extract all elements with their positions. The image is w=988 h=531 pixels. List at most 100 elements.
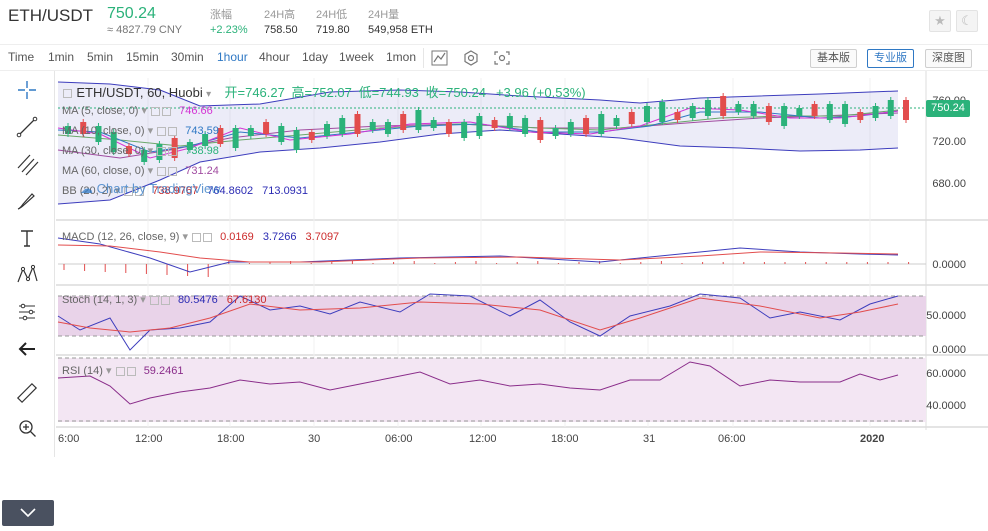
candle-body — [811, 104, 818, 116]
candle-body — [750, 104, 757, 116]
screenshot-icon[interactable] — [491, 48, 513, 68]
candle-body — [887, 100, 894, 116]
crosshair-icon[interactable] — [13, 76, 41, 104]
ma5-legend: MA (5, close, 0) ▾ 746.66 — [62, 105, 213, 117]
timeframe-1week[interactable]: 1week — [339, 50, 374, 64]
candle-body — [156, 144, 163, 160]
fib-channel-icon[interactable] — [13, 150, 41, 178]
candle-body — [125, 146, 132, 154]
stat-volume-value: 549,958 ETH — [368, 24, 433, 36]
macd-legend: MACD (12, 26, close, 9) ▾ 0.0169 3.7266 … — [62, 231, 340, 243]
ruler-icon[interactable] — [13, 379, 41, 407]
macd-value-3: 3.7097 — [305, 231, 340, 243]
time-axis-label: 18:00 — [217, 433, 245, 445]
candle-body — [278, 126, 285, 142]
candle-body — [826, 104, 833, 120]
ma10-value: 743.59 — [185, 125, 219, 137]
tradingview-watermark[interactable]: ☁ Chart by TradingView — [80, 181, 221, 196]
candle-body — [628, 112, 635, 124]
price-axis-label: 680.00 — [932, 178, 966, 190]
indicators-icon[interactable] — [429, 48, 451, 68]
candle-body — [796, 108, 803, 116]
pattern-icon[interactable] — [13, 261, 41, 289]
stoch-value-1: 80.5476 — [177, 294, 218, 306]
ma10-legend: MA (10, close, 0) ▾ 743.59 — [62, 125, 219, 137]
candle-body — [430, 120, 437, 128]
candle-body — [186, 142, 193, 150]
candle-body — [857, 112, 864, 120]
collapse-legend-icon[interactable] — [63, 89, 72, 99]
candle-body — [217, 128, 224, 144]
candle-body — [445, 122, 452, 134]
ma5-value: 746.66 — [179, 105, 213, 117]
timeframe-4hour[interactable]: 4hour — [259, 50, 290, 64]
zoom-in-icon[interactable] — [13, 414, 41, 442]
ohlc-open: 开=746.27 — [224, 85, 285, 100]
time-axis-label: 18:00 — [551, 433, 579, 445]
timeframe-1day[interactable]: 1day — [302, 50, 329, 64]
candle-body — [80, 122, 87, 134]
collapse-toolbar-button[interactable] — [2, 500, 54, 526]
settings-icon[interactable] — [460, 48, 482, 68]
text-tool-icon[interactable] — [13, 224, 41, 252]
ohlc-change: +3.96 (+0.53%) — [495, 85, 586, 100]
stat-change-value: +2.23% — [210, 24, 248, 36]
theme-toggle-button[interactable]: ☾ — [956, 10, 978, 32]
candle-body — [354, 114, 361, 134]
main-legend: ETH/USDT, 60, Huobi ▾ 开=746.27 高=752.07 … — [62, 82, 586, 101]
time-axis-label: 30 — [308, 433, 321, 445]
candle-body — [384, 122, 391, 134]
timeframe-1min[interactable]: 1min — [48, 50, 75, 64]
back-arrow-icon[interactable] — [13, 335, 41, 363]
stoch-axis-label: 50.0000 — [926, 310, 966, 322]
candle-body — [171, 138, 178, 158]
time-axis-label: 06:00 — [718, 433, 746, 445]
bollinger-band-fill — [58, 82, 898, 204]
symbol-title: ETH/USDT, 60, Huobi — [76, 85, 203, 100]
rsi-axis-label: 40.0000 — [926, 400, 966, 412]
stat-volume-label: 24H量 — [368, 9, 400, 21]
macd-value-2: 3.7266 — [262, 231, 297, 243]
version-depth[interactable]: 深度图 — [925, 49, 972, 68]
brush-icon[interactable] — [13, 187, 41, 215]
cloud-icon: ☁ — [80, 181, 93, 196]
time-axis-label: 12:00 — [135, 433, 163, 445]
candle-body — [110, 132, 117, 152]
favorite-button[interactable]: ★ — [929, 10, 951, 32]
time-axis-label: 31 — [643, 433, 656, 445]
candle-body — [522, 118, 529, 134]
ohlc-high: 高=752.07 — [291, 85, 352, 100]
macd-signal-line — [57, 244, 899, 263]
candle-body — [506, 116, 513, 128]
candle-body — [461, 122, 468, 138]
candle-body — [613, 118, 620, 126]
price-axis-label: 720.00 — [932, 136, 966, 148]
timeframe-15min[interactable]: 15min — [126, 50, 159, 64]
candle-body — [232, 128, 239, 148]
price-chart[interactable] — [56, 71, 988, 457]
prediction-icon[interactable] — [13, 298, 41, 326]
candle-body — [598, 114, 605, 134]
drawing-toolbar — [0, 71, 55, 526]
candle-body — [872, 106, 879, 118]
timeframe-30min[interactable]: 30min — [171, 50, 204, 64]
time-axis-label: 12:00 — [469, 433, 497, 445]
time-axis-label: 6:00 — [58, 433, 80, 445]
timeframe-1mon[interactable]: 1mon — [386, 50, 417, 64]
timeframe-1hour[interactable]: 1hour — [217, 50, 248, 64]
candle-body — [308, 132, 315, 140]
candle-body — [400, 114, 407, 130]
ma60-legend: MA (60, close, 0) ▾ 731.24 — [62, 165, 219, 177]
candle-body — [247, 128, 254, 136]
version-pro[interactable]: 专业版 — [867, 49, 914, 68]
candle-body — [293, 130, 300, 150]
rsi-value: 59.2461 — [143, 365, 184, 377]
candle-body — [765, 106, 772, 122]
trendline-icon[interactable] — [13, 113, 41, 141]
candle-body — [567, 122, 574, 134]
ma30-value: 738.98 — [185, 145, 219, 157]
version-basic[interactable]: 基本版 — [810, 49, 857, 68]
timeframe-5min[interactable]: 5min — [87, 50, 114, 64]
timeframe-time[interactable]: Time — [8, 50, 35, 64]
chevron-down-icon[interactable]: ▾ — [206, 89, 212, 100]
